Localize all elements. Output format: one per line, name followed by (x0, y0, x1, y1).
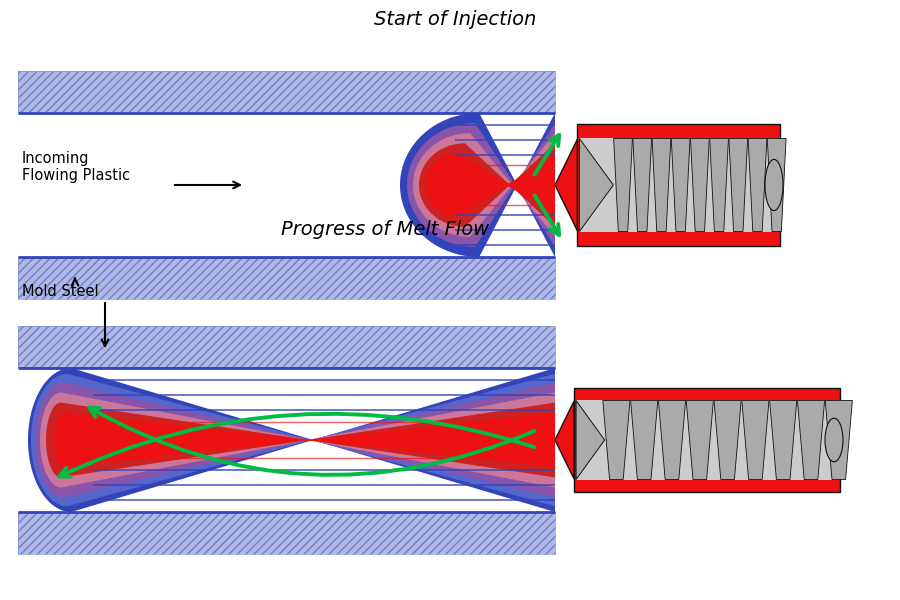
Ellipse shape (825, 418, 843, 462)
Bar (574, 388, 840, 492)
Polygon shape (652, 139, 670, 232)
Polygon shape (419, 143, 555, 227)
Text: Progress of Melt Flow: Progress of Melt Flow (281, 220, 489, 239)
Text: Incoming
Flowing Plastic: Incoming Flowing Plastic (22, 151, 130, 183)
Bar (576, 400, 838, 479)
Polygon shape (690, 139, 709, 232)
Bar (578, 124, 780, 246)
Bar (18, 326, 555, 368)
Polygon shape (714, 400, 742, 479)
Polygon shape (614, 139, 633, 232)
Bar (580, 139, 778, 232)
Polygon shape (413, 133, 555, 237)
Bar (18, 368, 555, 512)
Bar (18, 326, 555, 368)
Polygon shape (729, 139, 748, 232)
Text: Start of Injection: Start of Injection (374, 10, 536, 29)
Polygon shape (633, 139, 652, 232)
Polygon shape (54, 413, 555, 467)
Polygon shape (28, 368, 555, 512)
Bar (18, 512, 555, 554)
Polygon shape (576, 400, 605, 479)
Polygon shape (46, 403, 555, 478)
Polygon shape (63, 423, 555, 457)
Bar (18, 257, 555, 299)
Polygon shape (797, 400, 824, 479)
Polygon shape (555, 401, 574, 479)
Bar (18, 71, 555, 113)
Polygon shape (400, 113, 555, 257)
Polygon shape (35, 382, 555, 497)
Bar (18, 512, 555, 554)
Polygon shape (825, 400, 852, 479)
Ellipse shape (765, 160, 783, 211)
Polygon shape (580, 139, 613, 232)
Polygon shape (31, 374, 555, 506)
Polygon shape (770, 400, 796, 479)
Polygon shape (40, 392, 555, 488)
Polygon shape (659, 400, 686, 479)
Text: Mold Steel: Mold Steel (22, 284, 99, 299)
Polygon shape (768, 139, 786, 232)
Polygon shape (671, 139, 690, 232)
Polygon shape (431, 163, 555, 206)
Polygon shape (555, 139, 578, 231)
Polygon shape (407, 123, 555, 247)
Polygon shape (425, 154, 555, 217)
Bar (18, 257, 555, 299)
Polygon shape (710, 139, 728, 232)
Bar (18, 113, 555, 257)
Polygon shape (686, 400, 714, 479)
Polygon shape (748, 139, 767, 232)
Polygon shape (742, 400, 769, 479)
Polygon shape (631, 400, 658, 479)
Bar (18, 71, 555, 113)
Polygon shape (603, 400, 630, 479)
